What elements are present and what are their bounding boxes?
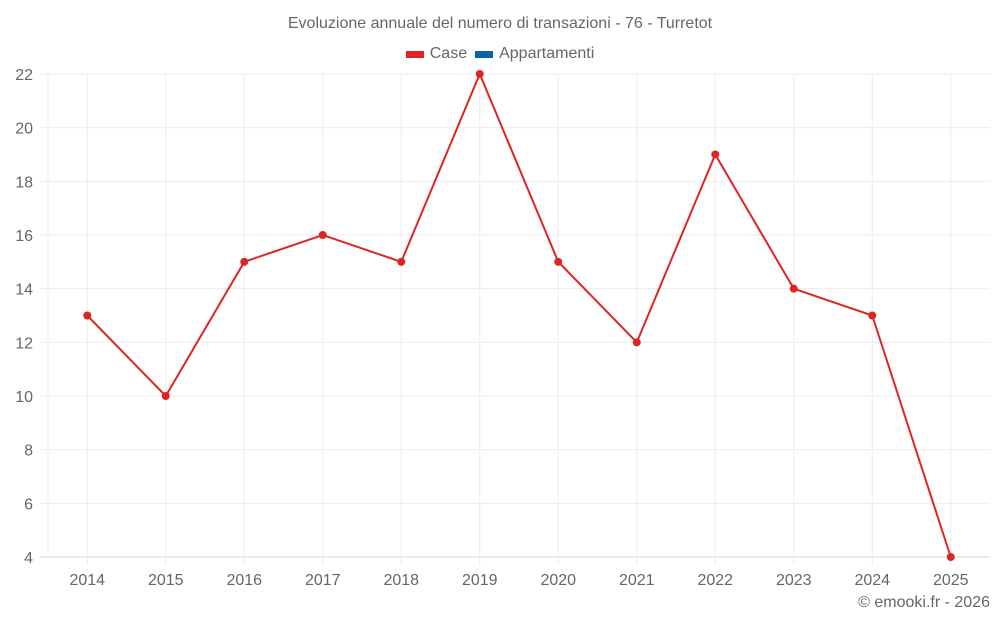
legend-swatch-case xyxy=(405,50,424,58)
legend-item-case[interactable]: Case xyxy=(405,45,468,63)
grid xyxy=(40,73,990,565)
series-line xyxy=(86,71,952,558)
legend-label-appartamenti: Appartamenti xyxy=(499,45,595,62)
y-tick-label: 10 xyxy=(15,389,33,406)
x-tick-label: 2018 xyxy=(383,572,419,589)
data-point[interactable] xyxy=(161,392,170,400)
data-point[interactable] xyxy=(789,284,798,293)
data-point[interactable] xyxy=(868,311,877,320)
legend: Case Appartamenti xyxy=(0,45,1000,63)
y-tick-label: 4 xyxy=(24,550,33,567)
x-tick-label: 2019 xyxy=(462,572,498,589)
data-point[interactable] xyxy=(83,311,92,320)
data-point[interactable] xyxy=(240,257,249,266)
x-tick-label: 2024 xyxy=(854,572,890,589)
data-point[interactable] xyxy=(711,150,720,159)
y-tick-label: 18 xyxy=(15,174,33,191)
y-axis: 4 6 8 10 12 14 16 18 20 22 xyxy=(15,67,33,567)
y-tick-label: 8 xyxy=(24,443,33,460)
x-tick-label: 2020 xyxy=(540,572,576,589)
x-tick-label: 2021 xyxy=(619,572,655,589)
x-tick-label: 2022 xyxy=(697,572,733,589)
y-tick-label: 22 xyxy=(15,67,33,84)
x-tick-label: 2025 xyxy=(933,572,969,589)
data-point[interactable] xyxy=(632,338,641,347)
legend-swatch-appartamenti xyxy=(475,50,494,58)
chart-title: Evoluzione annuale del numero di transaz… xyxy=(287,15,713,32)
x-tick-label: 2015 xyxy=(148,572,184,589)
credit-text: © emooki.fr - 2026 xyxy=(858,594,990,611)
x-axis: 2014 2015 2016 2017 2018 2019 2020 2021 2022 2023… xyxy=(69,572,968,589)
data-point[interactable] xyxy=(475,70,484,78)
data-point[interactable] xyxy=(318,231,327,239)
y-tick-label: 6 xyxy=(24,496,33,513)
x-tick-label: 2014 xyxy=(69,572,105,589)
data-point[interactable] xyxy=(397,257,406,266)
y-tick-label: 14 xyxy=(15,282,33,299)
x-tick-label: 2023 xyxy=(776,572,812,589)
legend-label-case: Case xyxy=(429,45,468,62)
y-tick-label: 20 xyxy=(15,121,33,138)
series-case xyxy=(83,70,955,561)
y-tick-label: 12 xyxy=(15,335,33,352)
x-tick-label: 2017 xyxy=(305,572,341,589)
data-point[interactable] xyxy=(554,257,563,266)
legend-item-appartamenti[interactable]: Appartamenti xyxy=(475,45,594,63)
x-tick-label: 2016 xyxy=(226,572,262,589)
data-point[interactable] xyxy=(946,553,955,561)
y-tick-label: 16 xyxy=(15,228,33,245)
